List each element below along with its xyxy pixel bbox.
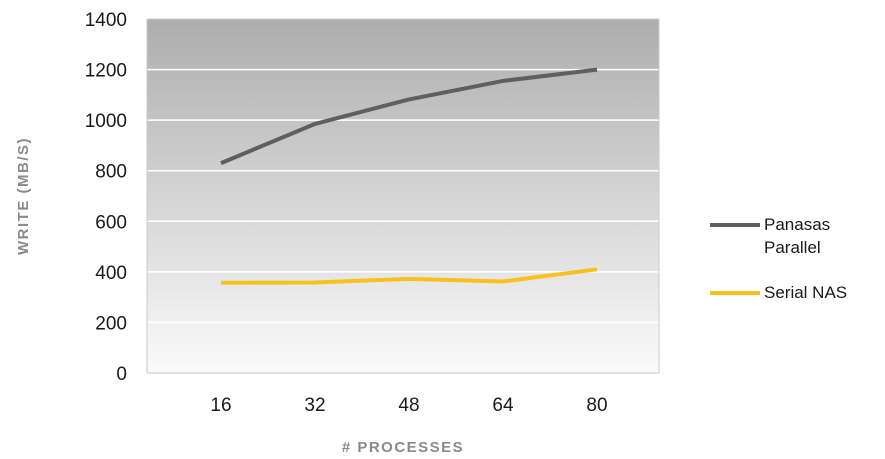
y-axis-title: WRITE (MB/S) bbox=[15, 137, 32, 255]
legend: Panasas Parallel Serial NAS bbox=[710, 215, 847, 302]
legend-label: Parallel bbox=[764, 238, 821, 257]
legend-label: Panasas bbox=[764, 215, 830, 234]
x-tick-label: 80 bbox=[586, 395, 607, 416]
y-tick-label: 800 bbox=[95, 162, 127, 183]
y-tick-label: 600 bbox=[95, 212, 127, 233]
series-line-0 bbox=[220, 67, 598, 165]
grid-lines bbox=[147, 68, 659, 324]
y-tick-label: 1000 bbox=[85, 111, 127, 132]
y-tick-label: 400 bbox=[95, 263, 127, 284]
x-tick-label: 64 bbox=[492, 395, 514, 416]
x-axis-tick-labels: 16 32 48 64 80 bbox=[210, 395, 607, 416]
legend-label: Serial NAS bbox=[764, 283, 847, 302]
x-tick-label: 48 bbox=[398, 395, 419, 416]
y-tick-label: 1400 bbox=[85, 10, 127, 31]
plot-frame bbox=[146, 18, 660, 374]
x-tick-label: 16 bbox=[210, 395, 231, 416]
x-axis-title: # PROCESSES bbox=[342, 439, 464, 456]
x-tick-label: 32 bbox=[304, 395, 325, 416]
y-tick-label: 200 bbox=[95, 313, 127, 334]
y-tick-label: 1200 bbox=[85, 61, 127, 82]
series-lines bbox=[220, 67, 598, 285]
series-line-1 bbox=[220, 267, 598, 285]
y-tick-label: 0 bbox=[116, 364, 127, 385]
plot-area bbox=[147, 19, 659, 373]
y-axis-tick-labels: 0 200 400 600 800 1000 1200 1400 bbox=[85, 10, 127, 385]
